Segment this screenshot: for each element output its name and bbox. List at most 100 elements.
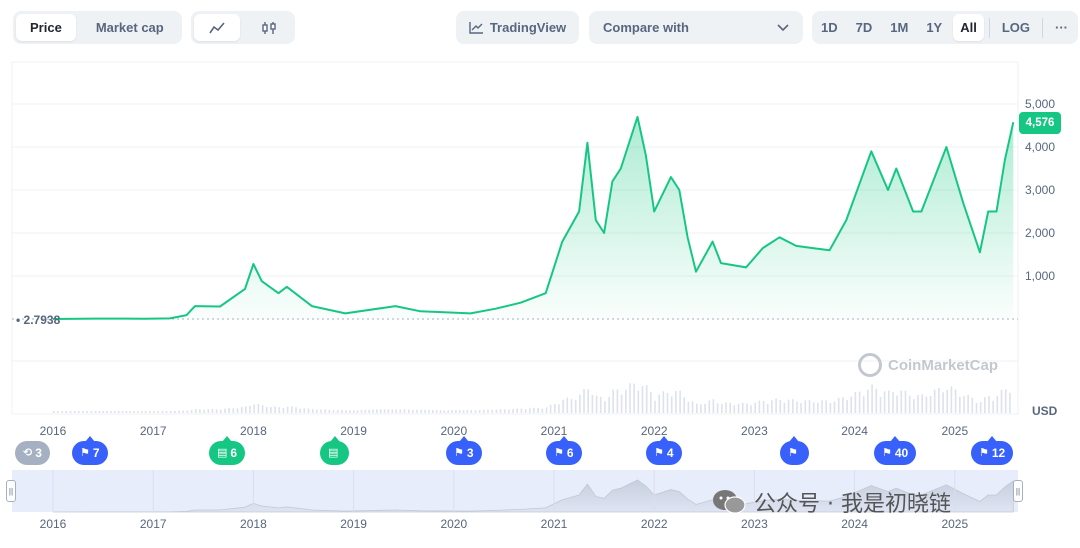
- range-tabs: 1D 7D 1M 1Y All LOG ···: [812, 11, 1078, 44]
- volume-bar: [817, 402, 819, 413]
- event-marker-flag[interactable]: ⚑ 7: [72, 436, 108, 465]
- history-icon: ⟲: [23, 446, 33, 459]
- y-tick-label: 5,000: [1025, 97, 1055, 111]
- event-count: 40: [894, 446, 909, 460]
- volume-bar: [86, 411, 88, 413]
- range-all[interactable]: All: [953, 14, 984, 41]
- volume-bar: [53, 411, 55, 413]
- more-options-button[interactable]: ···: [1055, 20, 1069, 35]
- volume-bar: [599, 396, 602, 413]
- event-marker-flag[interactable]: ⚑ 12: [971, 436, 1014, 465]
- start-price-value: 2.7938: [23, 313, 61, 327]
- volume-bar: [376, 409, 378, 413]
- volume-bar: [637, 390, 640, 413]
- tab-market-cap[interactable]: Market cap: [95, 20, 164, 35]
- volume-bar: [129, 411, 131, 413]
- volume-bar: [466, 410, 469, 413]
- event-marker-flag[interactable]: ⚑ 4: [646, 436, 682, 465]
- event-marker-flag[interactable]: ⚑: [780, 436, 809, 465]
- tradingview-button[interactable]: TradingView: [456, 11, 579, 44]
- event-marker-flag[interactable]: ⚑ 40: [874, 436, 917, 465]
- x-tick-label: 2017: [140, 424, 167, 438]
- volume-bar: [117, 410, 120, 413]
- price-area: [53, 116, 1014, 320]
- line-view-button[interactable]: [194, 14, 240, 41]
- volume-bar: [407, 409, 410, 413]
- range-1y[interactable]: 1Y: [926, 20, 943, 35]
- volume-bar: [261, 405, 264, 413]
- volume-bar: [766, 404, 769, 413]
- volume-bar: [299, 408, 301, 413]
- navigator-x-labels: 2016 2017 2018 2019 2020 2021 2022 2023 2024 2025: [40, 470, 968, 531]
- navigator-left-handle[interactable]: ||: [6, 480, 16, 502]
- range-7d[interactable]: 7D: [855, 20, 873, 35]
- volume-bar: [207, 409, 210, 413]
- volume-bar: [178, 410, 180, 413]
- volume-bar: [144, 410, 147, 413]
- volume-bar: [169, 410, 172, 413]
- range-1d[interactable]: 1D: [821, 20, 838, 35]
- volume-bar: [633, 383, 635, 413]
- volume-bar: [612, 389, 614, 413]
- log-scale-button[interactable]: LOG: [1001, 20, 1031, 35]
- volume-bar: [224, 408, 226, 413]
- volume-bar: [395, 409, 397, 413]
- flag-icon: ⚑: [654, 446, 664, 459]
- volume-bar: [141, 410, 143, 413]
- event-marker-document[interactable]: ▤ 6: [209, 436, 246, 465]
- x-tick-label: 2020: [440, 424, 467, 438]
- event-count: 6: [230, 446, 238, 460]
- volume-bar: [992, 400, 994, 413]
- volume-bar: [837, 397, 840, 413]
- volume-bar: [645, 385, 648, 413]
- volume-bar: [721, 404, 723, 413]
- volume-bar: [984, 397, 986, 413]
- event-marker-history[interactable]: ⟲ 3: [15, 441, 50, 465]
- volume-bar: [908, 395, 911, 413]
- volume-bar: [368, 409, 370, 413]
- event-marker-flag[interactable]: ⚑ 3: [446, 436, 482, 465]
- volume-bar: [996, 395, 999, 413]
- volume-bar: [737, 404, 740, 413]
- navigator-x-tick-label: 2025: [941, 517, 968, 531]
- volume-bar: [399, 409, 402, 413]
- volume-bar: [942, 392, 944, 413]
- volume-bar: [1009, 392, 1011, 413]
- compare-dropdown[interactable]: Compare with: [589, 11, 803, 44]
- volume-bar: [533, 407, 535, 413]
- volume-bar: [291, 406, 293, 413]
- tab-price[interactable]: Price: [16, 14, 76, 41]
- navigator-right-handle[interactable]: ||: [1013, 480, 1023, 502]
- volume-bar: [416, 409, 418, 413]
- volume-bar: [595, 395, 598, 413]
- volume-bar: [662, 391, 665, 413]
- navigator-x-tick-label: 2022: [641, 517, 668, 531]
- volume-bar: [954, 389, 957, 413]
- volume-bar: [512, 409, 514, 413]
- volume-bar: [98, 410, 101, 413]
- navigator-x-tick-label: 2019: [340, 517, 367, 531]
- event-count: 6: [566, 446, 574, 460]
- range-1m[interactable]: 1M: [890, 20, 909, 35]
- volume-bar: [149, 410, 151, 413]
- wechat-text: 公众号 · 我是初晓链: [754, 492, 951, 517]
- volume-bar: [391, 409, 394, 413]
- volume-bar: [443, 410, 446, 413]
- volume-bar: [917, 394, 919, 413]
- volume-bar: [265, 407, 268, 413]
- volume-bar: [921, 394, 923, 413]
- volume-bar: [558, 404, 560, 413]
- chevron-down-icon: [777, 23, 789, 31]
- event-marker-document[interactable]: ▤: [320, 436, 350, 465]
- volume-bar: [114, 410, 116, 413]
- event-marker-flag[interactable]: ⚑ 6: [546, 436, 582, 465]
- volume-bar: [712, 399, 715, 413]
- volume-bar: [332, 410, 335, 413]
- volume-bar: [211, 409, 214, 413]
- volume-bar: [324, 409, 326, 413]
- volume-bar: [383, 409, 386, 413]
- volume-bar: [796, 401, 798, 413]
- candlestick-view-button[interactable]: [246, 14, 292, 41]
- volume-bar: [812, 402, 815, 413]
